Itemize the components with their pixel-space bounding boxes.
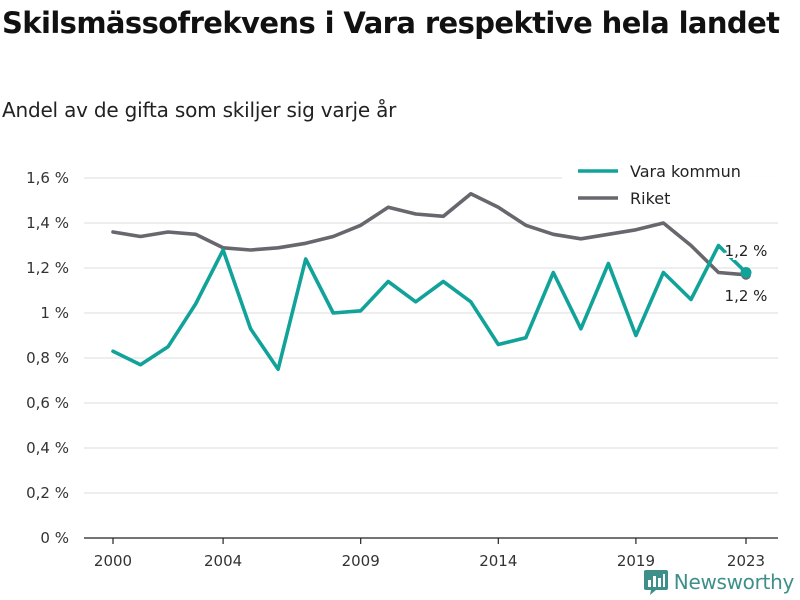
x-tick-label: 2023 [727,552,765,570]
x-tick-label: 2000 [94,552,132,570]
x-tick-label: 2014 [479,552,517,570]
end-label-vara-kommun: 1,2 % [725,242,768,260]
legend-label-vara-kommun: Vara kommun [630,162,741,181]
y-tick-label: 0,4 % [26,439,69,457]
y-tick-label: 1,6 % [26,169,69,187]
y-tick-label: 1,2 % [26,259,69,277]
legend-label-riket: Riket [630,189,670,208]
brand-logo: Newsworthy [643,569,795,595]
gridlines [84,177,778,494]
y-tick-label: 0,6 % [26,394,69,412]
x-tick-label: 2019 [617,552,655,570]
y-axis-ticks: 0 % 0,2 % 0,4 % 0,6 % 0,8 % 1 % 1,2 % 1,4 % 1,6 … [26,169,69,547]
y-tick-label: 1,4 % [26,214,69,232]
series-lines [111,192,752,372]
y-tick-label: 1 % [40,304,69,322]
series-line-riket [111,192,748,277]
x-axis: 2000 2004 2009 2014 2019 2023 [84,537,778,570]
bar-chart-icon [643,570,668,595]
y-tick-label: 0 % [40,529,69,547]
series-line-vara-kommun [111,243,748,372]
x-tick-label: 2004 [204,552,242,570]
chart-subtitle: Andel av de gifta som skiljer sig varje … [2,98,397,122]
legend: Vara kommun Riket [562,159,784,210]
x-tick-label: 2009 [342,552,380,570]
brand-name: Newsworthy [673,570,795,594]
chart-title: Skilsmässofrekvens i Vara respektive hel… [2,6,780,40]
y-tick-label: 0,2 % [26,484,69,502]
end-label-riket: 1,2 % [725,287,768,305]
end-labels: 1,2 % 1,2 % [723,240,770,307]
end-point-vara-kommun [740,267,752,278]
y-tick-label: 0,8 % [26,349,69,367]
